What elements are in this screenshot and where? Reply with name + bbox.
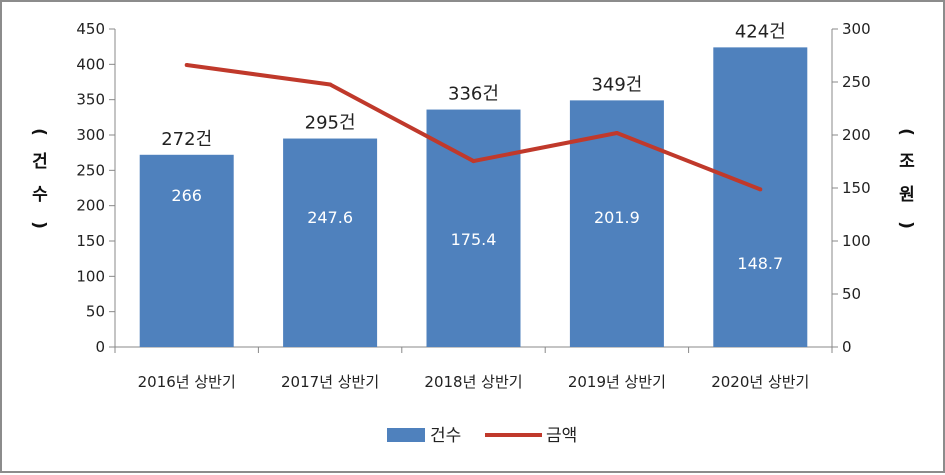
right-tick-label: 0: [842, 338, 852, 356]
legend-bar-label: 건수: [430, 426, 461, 446]
bar: [713, 47, 808, 348]
line-point: [328, 82, 333, 87]
line-point: [614, 130, 619, 135]
category-label: 2016년 상반기: [138, 373, 236, 391]
right-axis-title-char: 조: [899, 152, 915, 172]
bar-value-label: 336건: [448, 84, 499, 105]
line-value-label: 247.6: [307, 208, 353, 227]
left-axis-ticks: 0 50 100 150 200 250 300 350 400 450: [76, 20, 115, 356]
right-tick-label: 50: [842, 285, 861, 303]
category-labels: 2016년 상반기 2017년 상반기 2018년 상반기 2019년 상반기 2020…: [138, 373, 810, 391]
left-tick-label: 0: [95, 338, 105, 356]
left-axis-title-char: ): [29, 221, 49, 229]
bar: [569, 100, 664, 347]
bar-value-label: 272건: [161, 129, 212, 150]
right-tick-label: 100: [842, 232, 871, 250]
line-value-label: 266: [171, 186, 202, 205]
bars: 272건 295건 336건 349건 424건: [139, 21, 808, 348]
bar-value-label: 349건: [591, 74, 642, 95]
line-value-label: 148.7: [737, 254, 783, 273]
left-tick-label: 350: [76, 91, 105, 109]
left-axis-title-char: (: [29, 128, 49, 136]
left-tick-label: 250: [76, 161, 105, 179]
left-axis-title-char: 건: [32, 152, 48, 172]
right-tick-label: 200: [842, 126, 871, 144]
left-tick-label: 300: [76, 126, 105, 144]
left-tick-label: 100: [76, 267, 105, 285]
left-tick-label: 400: [76, 55, 105, 73]
line-point: [471, 159, 476, 164]
right-tick-label: 150: [842, 179, 871, 197]
legend-line-label: 금액: [546, 426, 577, 446]
bar-value-label: 295건: [305, 113, 356, 134]
axis-titles: ( 건수) ( 조원): [29, 128, 916, 229]
line-value-label: 201.9: [594, 208, 640, 227]
right-axis-title-char: (: [896, 128, 916, 136]
left-tick-label: 450: [76, 20, 105, 38]
right-axis-ticks: 0 50 100 150 200 250 300: [832, 20, 871, 356]
line-value-label: 175.4: [451, 230, 497, 249]
category-label: 2017년 상반기: [281, 373, 379, 391]
legend: 건수 금액: [387, 426, 577, 446]
right-tick-label: 250: [842, 73, 871, 91]
left-tick-label: 50: [86, 303, 105, 321]
category-label: 2018년 상반기: [424, 373, 522, 391]
right-axis-title-char: 원: [899, 185, 915, 205]
bar: [426, 109, 521, 347]
category-label: 2019년 상반기: [568, 373, 666, 391]
bar-value-label: 424건: [735, 21, 786, 42]
line-point: [184, 63, 189, 68]
right-tick-label: 300: [842, 20, 871, 38]
left-tick-label: 150: [76, 232, 105, 250]
category-label: 2020년 상반기: [711, 373, 809, 391]
line-series: 266 247.6 175.4 201.9 148.7: [171, 63, 783, 273]
left-tick-label: 200: [76, 197, 105, 215]
line-point: [758, 187, 763, 192]
bar: [139, 154, 234, 347]
bar: [283, 138, 378, 347]
left-axis-title-char: 수: [32, 185, 48, 205]
right-axis-title-char: ): [896, 221, 916, 229]
legend-bar-swatch: [387, 428, 425, 442]
